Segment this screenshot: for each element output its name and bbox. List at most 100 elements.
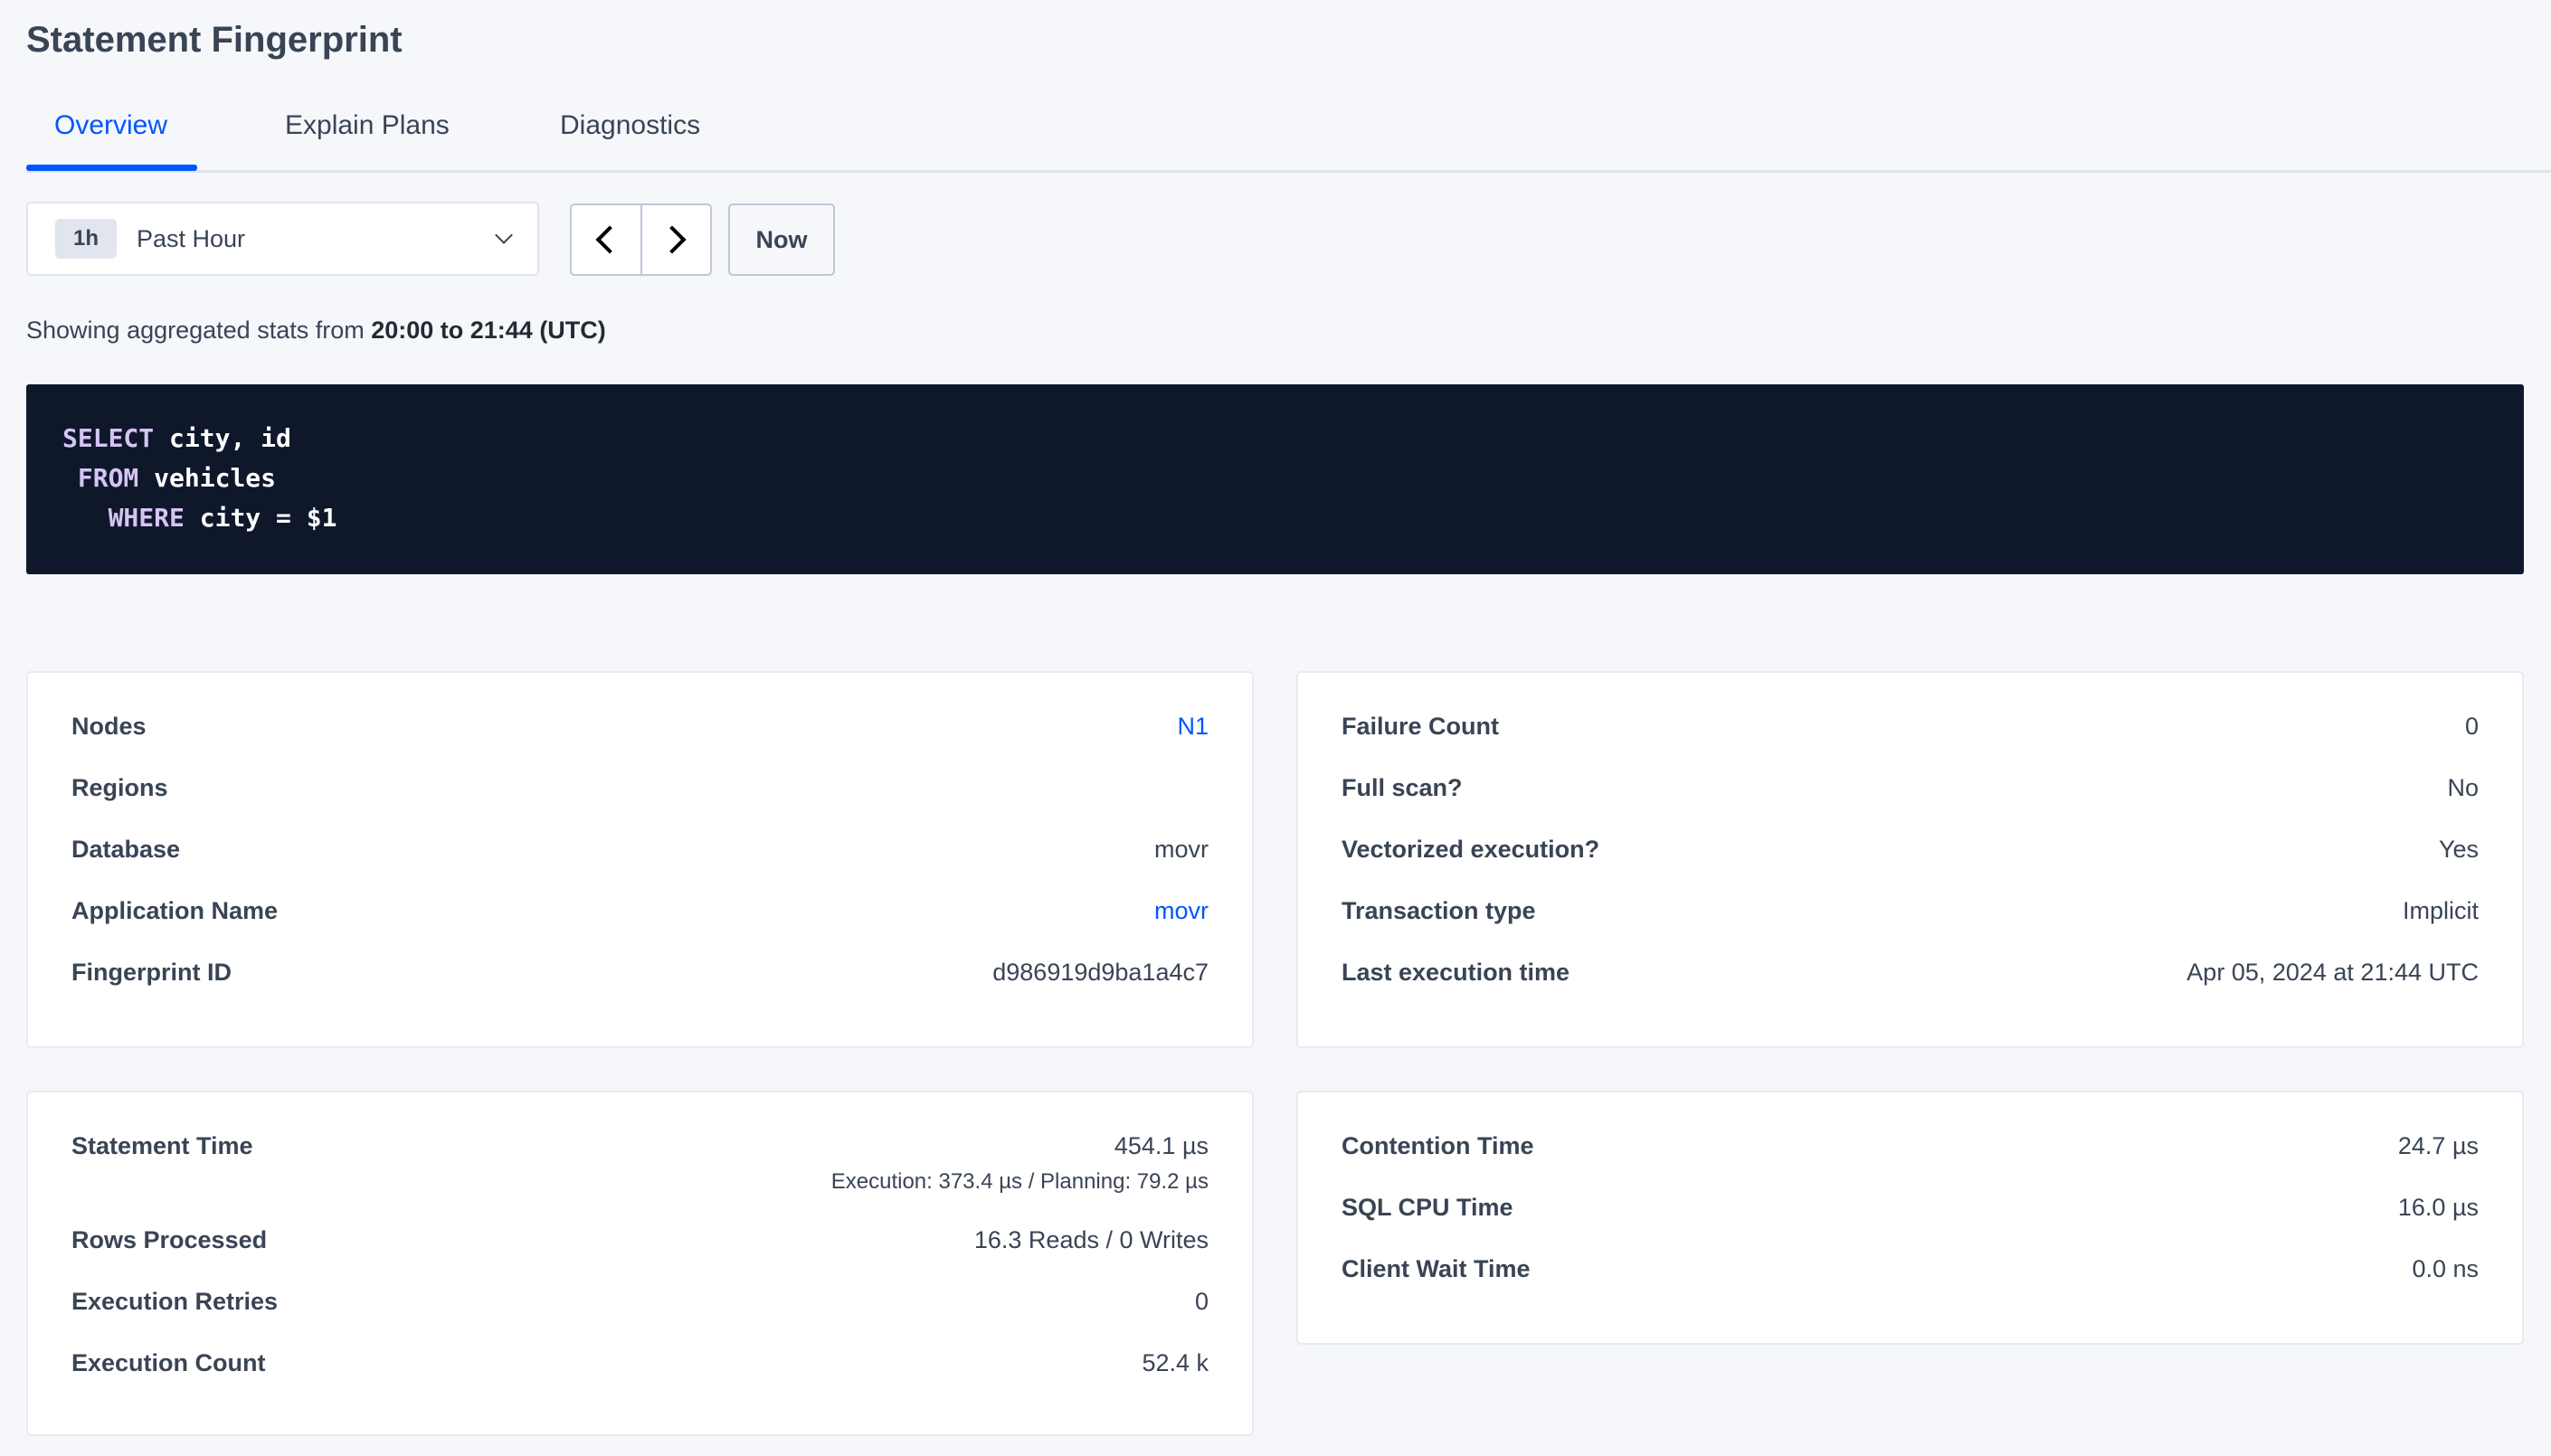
row-fingerprint-id: Fingerprint ID d986919d9ba1a4c7 [71,959,1209,1020]
row-database: Database movr [71,836,1209,897]
value: 0 [1194,1288,1209,1315]
value-wrap: 16.3 Reads / 0 Writes [974,1226,1209,1254]
label: Nodes [71,713,147,740]
tab-diagnostics[interactable]: Diagnostics [560,110,701,140]
value-wrap: N1 [1177,713,1209,741]
label: Statement Time [71,1132,253,1159]
sql-line: WHERE city = $1 [62,498,2488,538]
tab-bar: Overview Explain Plans Diagnostics [26,99,2551,173]
next-time-button[interactable] [640,205,711,274]
value: 454.1 µs [1114,1132,1209,1159]
sql-keyword: SELECT [62,423,155,453]
value: Yes [2438,836,2479,863]
page-title: Statement Fingerprint [26,20,403,60]
value-wrap: 454.1 µs Execution: 373.4 µs / Planning: … [831,1132,1209,1195]
value: d986919d9ba1a4c7 [992,959,1209,986]
value: Apr 05, 2024 at 21:44 UTC [2186,959,2479,986]
value: 0.0 ns [2412,1255,2479,1282]
value: 16.3 Reads / 0 Writes [973,1226,1209,1253]
label: Regions [71,774,168,801]
label: Transaction type [1342,897,1536,924]
row-last-execution-time: Last execution time Apr 05, 2024 at 21:44… [1342,959,2479,1020]
value: 16.0 µs [2397,1194,2479,1221]
overview-card-right: Failure Count 0 Full scan? No Vectorized exe… [1296,671,2524,1048]
value-wrap: 0.0 ns [2412,1255,2479,1283]
tab-overview[interactable]: Overview [54,110,168,140]
sql-statement-block: SELECT city, id FROM vehicles WHERE city… [26,384,2524,574]
tab-explain-plans[interactable]: Explain Plans [285,110,450,140]
label: Vectorized execution? [1342,836,1600,863]
stats-card-right: Contention Time 24.7 µs SQL CPU Time 16.0 µ… [1296,1091,2524,1345]
row-application-name: Application Name movr [71,897,1209,959]
label: Execution Count [71,1349,266,1376]
value-wrap: Apr 05, 2024 at 21:44 UTC [2186,959,2479,987]
value-wrap: 24.7 µs [2398,1132,2479,1160]
label: Contention Time [1342,1132,1534,1159]
value-wrap: movr [1154,897,1209,925]
row-client-wait-time: Client Wait Time 0.0 ns [1342,1255,2479,1317]
value-link[interactable]: N1 [1177,713,1209,740]
showing-prefix: Showing aggregated stats from [26,317,372,344]
value-link[interactable]: movr [1154,897,1209,924]
value-wrap: Implicit [2403,897,2479,925]
row-vectorized-execution: Vectorized execution? Yes [1342,836,2479,897]
time-range-dropdown[interactable]: 1h Past Hour [26,202,539,276]
label: Failure Count [1342,713,1499,740]
value: movr [1154,836,1209,863]
label: Database [71,836,181,863]
sql-text: city = $1 [184,503,337,533]
stats-card-left: Statement Time 454.1 µs Execution: 373.4 µ… [26,1091,1254,1436]
value-wrap: 0 [1195,1288,1209,1316]
value: 0 [2464,713,2479,740]
sql-indent [62,503,109,533]
chevron-right-icon [658,225,687,254]
row-execution-count: Execution Count 52.4 k [71,1349,1209,1411]
time-range-selected: Past Hour [137,224,246,252]
row-nodes: Nodes N1 [71,713,1209,774]
value: 52.4 k [1142,1349,1209,1376]
chevron-left-icon [595,225,624,254]
sql-line: FROM vehicles [62,459,2488,498]
now-button[interactable]: Now [728,203,835,276]
value-wrap: No [2447,774,2479,802]
time-range-badge: 1h [55,219,117,259]
row-statement-time: Statement Time 454.1 µs Execution: 373.4 µ… [71,1132,1209,1226]
value: No [2447,774,2479,801]
value-wrap: 0 [2465,713,2479,741]
value-wrap: movr [1154,836,1209,864]
label: Rows Processed [71,1226,268,1253]
label: Last execution time [1342,959,1570,986]
sql-text: vehicles [138,463,277,493]
value-wrap: Yes [2439,836,2479,864]
row-contention-time: Contention Time 24.7 µs [1342,1132,2479,1194]
active-tab-indicator [26,165,197,171]
row-failure-count: Failure Count 0 [1342,713,2479,774]
sql-indent [62,463,78,493]
label: Full scan? [1342,774,1463,801]
label: Client Wait Time [1342,1255,1531,1282]
time-nav-group [570,203,712,276]
value-wrap: d986919d9ba1a4c7 [992,959,1209,987]
overview-card-left: Nodes N1 Regions Database movr Application Na… [26,671,1254,1048]
row-transaction-type: Transaction type Implicit [1342,897,2479,959]
row-rows-processed: Rows Processed 16.3 Reads / 0 Writes [71,1226,1209,1288]
label: Fingerprint ID [71,959,232,986]
aggregation-range-text: Showing aggregated stats from 20:00 to 2… [26,317,606,345]
previous-time-button[interactable] [572,205,640,274]
row-sql-cpu-time: SQL CPU Time 16.0 µs [1342,1194,2479,1255]
sql-keyword: WHERE [108,503,185,533]
row-execution-retries: Execution Retries 0 [71,1288,1209,1349]
sql-keyword: FROM [77,463,139,493]
row-regions: Regions [71,774,1209,836]
row-full-scan: Full scan? No [1342,774,2479,836]
value-wrap: 16.0 µs [2398,1194,2479,1222]
value: 24.7 µs [2397,1132,2479,1159]
showing-range: 20:00 to 21:44 (UTC) [371,317,606,344]
sql-text: city, id [154,423,291,453]
value-wrap: 52.4 k [1142,1349,1209,1377]
value: Implicit [2402,897,2479,924]
label: Application Name [71,897,279,924]
label: Execution Retries [71,1288,279,1315]
value-detail: Execution: 373.4 µs / Planning: 79.2 µs [830,1169,1209,1194]
sql-line: SELECT city, id [62,419,2488,459]
